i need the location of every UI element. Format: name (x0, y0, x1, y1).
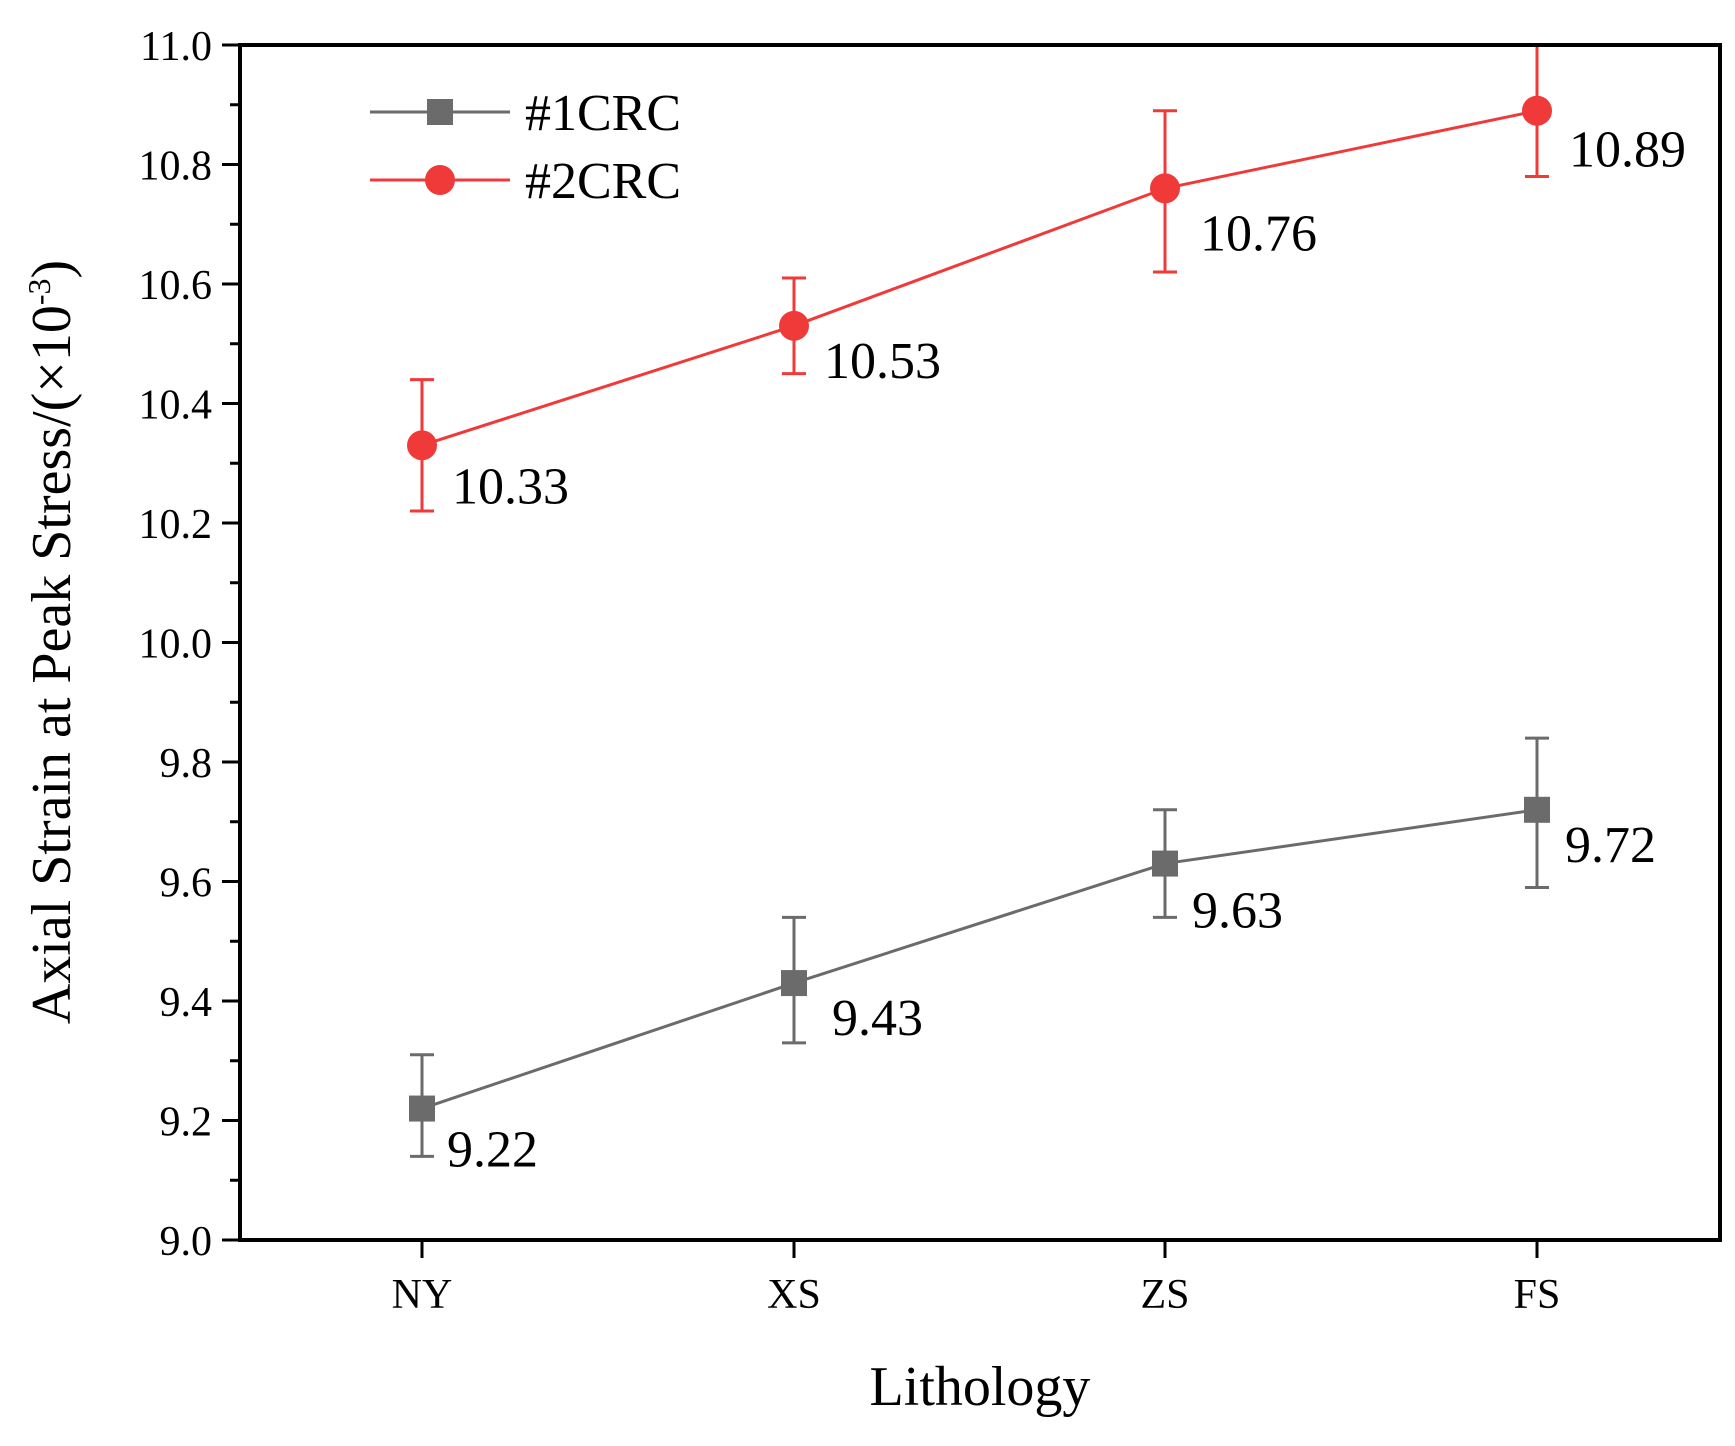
data-point-square (409, 1095, 435, 1122)
y-tick-label: 9.2 (160, 1100, 213, 1146)
data-label: 9.72 (1565, 817, 1656, 874)
legend-marker-square (427, 99, 453, 125)
y-tick-label: 11.0 (140, 24, 212, 70)
legend-label: #1CRC (525, 85, 681, 142)
y-tick-label: 10.0 (139, 622, 213, 668)
y-tick-label: 9.6 (160, 861, 213, 907)
y-axis-title-superscript: -3 (21, 278, 57, 305)
data-label: 10.89 (1569, 122, 1686, 179)
data-point-square (781, 970, 807, 997)
y-tick-label: 10.6 (139, 263, 213, 309)
y-axis-title-close: ) (21, 260, 83, 279)
data-point-circle (407, 430, 437, 461)
y-tick-label: 9.0 (160, 1219, 213, 1265)
x-tick-label: FS (1514, 1272, 1561, 1318)
y-tick-label: 10.4 (139, 383, 213, 429)
x-tick-label: NY (392, 1272, 453, 1318)
series-line-2 (421, 109, 1538, 447)
legend-marker-circle (425, 165, 455, 195)
y-tick-label: 9.4 (160, 980, 213, 1026)
data-point-circle (779, 310, 809, 341)
y-tick-label: 10.8 (139, 144, 213, 190)
y-tick-label: 10.2 (139, 502, 213, 548)
x-tick-label: XS (767, 1272, 821, 1318)
series-line-1 (421, 808, 1538, 1110)
y-tick-label: 9.8 (160, 741, 213, 787)
legend-label: #2CRC (525, 153, 681, 210)
x-axis-title: Lithology (870, 1356, 1091, 1418)
data-point-square (1524, 796, 1550, 823)
data-point-circle (1522, 95, 1552, 126)
data-label: 10.53 (824, 333, 941, 390)
data-label: 10.76 (1200, 205, 1317, 262)
data-label: 10.33 (452, 458, 569, 515)
data-point-circle (1150, 173, 1180, 204)
data-point-square (1152, 850, 1178, 877)
x-tick-label: ZS (1140, 1272, 1189, 1318)
data-label: 9.43 (832, 990, 923, 1047)
data-label: 9.22 (447, 1122, 538, 1179)
data-label: 9.63 (1192, 883, 1283, 940)
plot-frame (238, 43, 1722, 1242)
y-axis-title: Axial Strain at Peak Stress/(×10-3) (21, 260, 83, 1024)
y-axis-title-main: Axial Strain at Peak Stress/(×10 (21, 305, 83, 1024)
